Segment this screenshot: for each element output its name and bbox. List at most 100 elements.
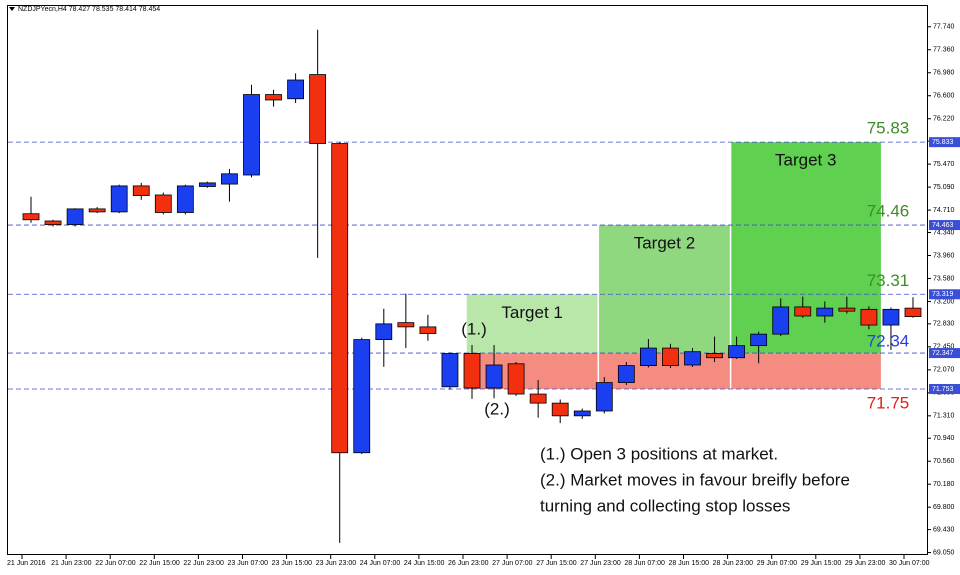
candle-body <box>397 322 415 328</box>
candle-body <box>904 307 922 317</box>
candle-body <box>684 351 701 366</box>
x-tick-label: 22 Jun 15:00 <box>139 560 180 567</box>
note-line: turning and collecting stop losses <box>540 496 790 515</box>
x-tick-label: 21 Jun 23:00 <box>51 560 92 567</box>
x-tick-label: 22 Jun 23:00 <box>183 560 224 567</box>
header: NZDJPYecn,H4 78.427 78.535 78.414 78.454 <box>18 6 160 13</box>
level-axis-label: 72.347 <box>932 350 954 357</box>
target-zone <box>598 225 731 354</box>
menu-arrow <box>9 7 15 11</box>
candle-body <box>353 339 371 454</box>
candle-body <box>662 347 679 367</box>
y-tick-label: 77.740 <box>933 24 955 31</box>
level-axis-box <box>929 289 960 300</box>
level-tag: 75.83 <box>867 119 910 138</box>
target-zone <box>730 142 881 354</box>
y-tick-label: 69.050 <box>933 549 955 556</box>
candle-body <box>750 333 768 347</box>
candle-body <box>198 182 216 187</box>
level-tag: 74.46 <box>867 202 910 221</box>
candle-body <box>154 194 172 213</box>
x-tick-label: 24 Jun 15:00 <box>404 560 445 567</box>
y-tick-label: 72.830 <box>933 321 955 328</box>
candle-body <box>110 185 128 213</box>
y-tick-label: 70.180 <box>933 481 955 488</box>
candle-body <box>772 306 790 335</box>
candle-body <box>617 365 635 383</box>
candle-body <box>176 185 194 213</box>
note-line: (1.) Open 3 positions at market. <box>540 444 778 463</box>
candle-body <box>419 326 437 334</box>
note-line: (2.) Market moves in favour breifly befo… <box>540 470 850 489</box>
y-tick-label: 70.560 <box>933 458 955 465</box>
target-label: Target 1 <box>501 303 562 322</box>
y-tick-label: 71.310 <box>933 413 955 420</box>
level-axis-label: 71.753 <box>932 386 954 393</box>
x-tick-label: 27 Jun 15:00 <box>536 560 577 567</box>
x-tick-label: 29 Jun 07:00 <box>757 560 798 567</box>
x-tick-label: 23 Jun 15:00 <box>272 560 313 567</box>
y-tick-label: 72.070 <box>933 367 955 374</box>
candle-body <box>441 353 459 388</box>
y-tick-label: 70.940 <box>933 435 955 442</box>
y-tick-label: 69.430 <box>933 526 955 533</box>
x-tick-label: 29 Jun 23:00 <box>845 560 886 567</box>
candle-body <box>463 353 481 389</box>
y-tick-label: 73.200 <box>933 298 955 305</box>
candle-body <box>375 323 393 340</box>
y-tick-label: 73.960 <box>933 252 955 259</box>
level-axis-box <box>929 384 960 395</box>
candle-body <box>44 220 62 226</box>
x-tick-label: 23 Jun 23:00 <box>316 560 357 567</box>
candle-body <box>794 306 812 317</box>
x-tick-label: 21 Jun 2016 <box>7 560 46 567</box>
x-tick-label: 28 Jun 15:00 <box>669 560 710 567</box>
y-tick-label: 77.360 <box>933 47 955 54</box>
y-tick-label: 75.090 <box>933 184 955 191</box>
candle-body <box>860 308 878 326</box>
candle-body <box>640 347 657 367</box>
x-tick-label: 30 Jun 07:00 <box>889 560 930 567</box>
x-tick-label: 28 Jun 23:00 <box>713 560 754 567</box>
candle-body <box>507 363 525 395</box>
candle-body <box>551 402 569 417</box>
level-axis-box <box>929 220 960 231</box>
y-tick-label: 76.980 <box>933 70 955 77</box>
x-tick-label: 28 Jun 07:00 <box>624 560 665 567</box>
marker-label: (1.) <box>461 319 487 338</box>
candle-body <box>728 345 745 359</box>
x-tick-label: 23 Jun 07:00 <box>228 560 269 567</box>
plot-frame <box>7 5 928 555</box>
level-tag: 71.75 <box>867 394 910 413</box>
marker-label: (2.) <box>484 399 510 418</box>
candle-body <box>838 307 856 312</box>
candle-body <box>816 307 834 317</box>
candle-body <box>706 353 723 359</box>
x-tick-label: 29 Jun 15:00 <box>801 560 842 567</box>
level-axis-box <box>929 137 960 148</box>
level-axis-label: 73.319 <box>932 291 954 298</box>
x-tick-label: 22 Jun 07:00 <box>95 560 136 567</box>
candle-body <box>88 208 106 213</box>
candle-body <box>132 185 150 196</box>
x-tick-label: 24 Jun 07:00 <box>360 560 401 567</box>
candle-body <box>882 308 900 326</box>
x-tick-label: 27 Jun 23:00 <box>580 560 621 567</box>
candle-body <box>66 208 84 226</box>
candle-body <box>243 94 260 176</box>
candle-body <box>485 364 503 389</box>
candle-body <box>331 143 349 454</box>
level-axis-box <box>929 348 960 359</box>
level-axis-label: 74.463 <box>932 222 954 229</box>
target-label: Target 2 <box>634 234 695 253</box>
x-tick-label: 27 Jun 07:00 <box>492 560 533 567</box>
candle-body <box>22 213 40 221</box>
y-tick-label: 72.450 <box>933 344 955 351</box>
y-tick-label: 73.580 <box>933 275 955 282</box>
y-tick-label: 76.600 <box>933 93 955 100</box>
target-label: Target 3 <box>775 151 836 170</box>
y-tick-label: 69.800 <box>933 504 955 511</box>
candle-body <box>221 173 238 185</box>
x-tick-label: 26 Jun 23:00 <box>448 560 489 567</box>
